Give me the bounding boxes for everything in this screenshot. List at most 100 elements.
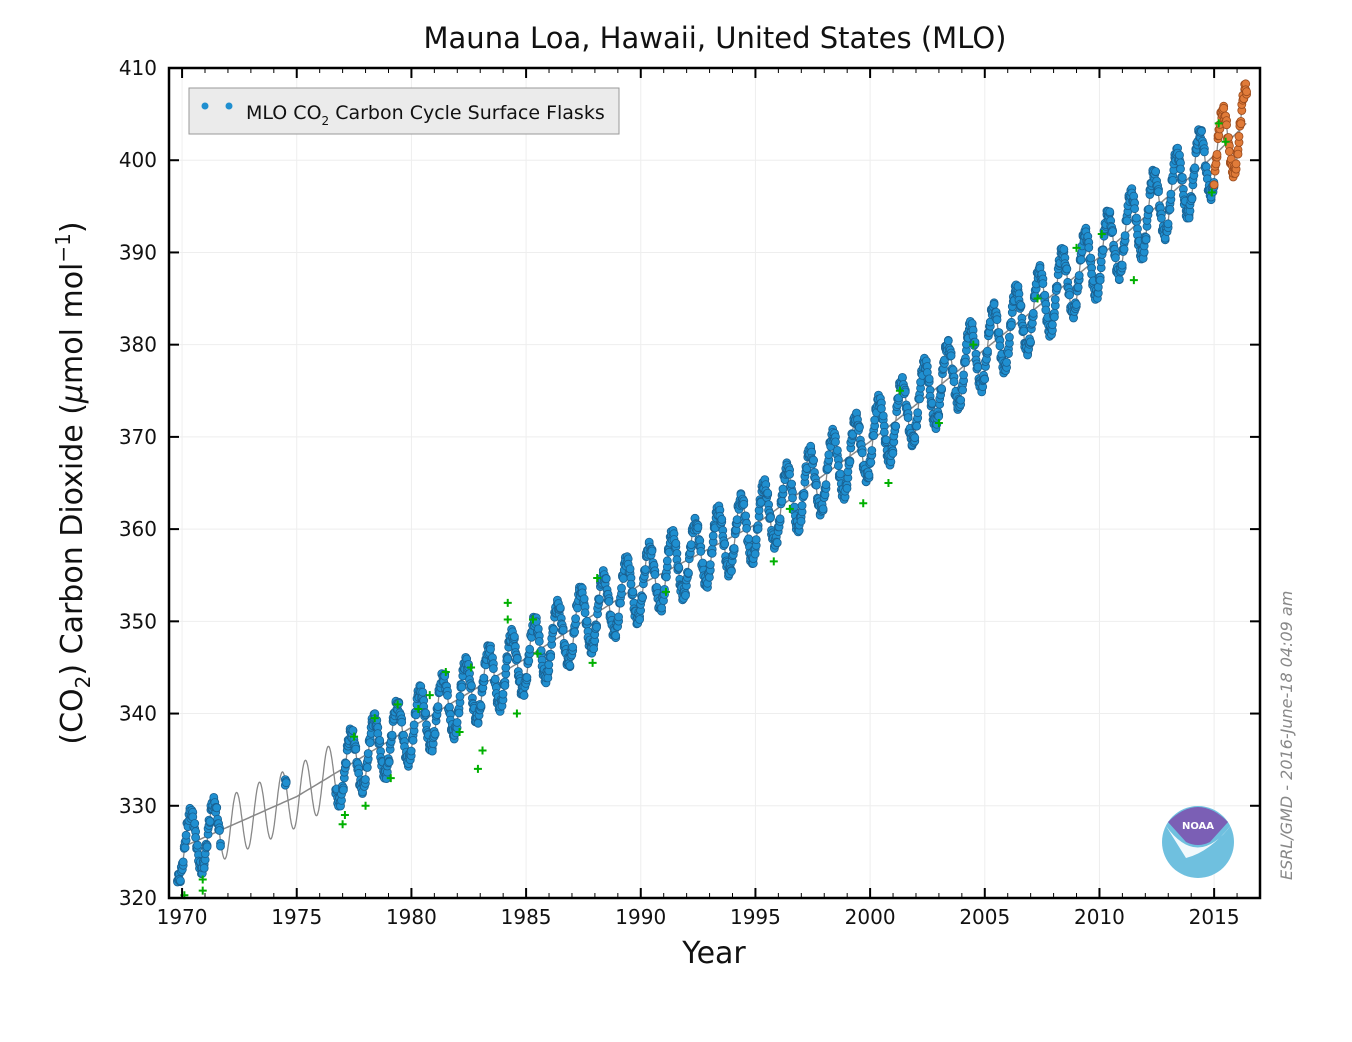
flask-point (589, 644, 599, 654)
outlier-point (859, 499, 868, 508)
x-tick-label: 1995 (730, 905, 781, 929)
flask-point (686, 540, 696, 549)
legend: MLO CO2 Carbon Cycle Surface Flasks (188, 87, 620, 135)
flask-point (1165, 204, 1175, 214)
flask-point-recent (1225, 147, 1234, 156)
outlier-point (1129, 276, 1138, 285)
flask-point (708, 531, 718, 541)
flask-point (1050, 312, 1059, 322)
flask-point (418, 687, 428, 697)
legend-box (188, 87, 620, 135)
flask-point (180, 843, 190, 853)
outlier-point (338, 820, 347, 829)
flask-point (903, 413, 913, 423)
flask-point (775, 514, 785, 524)
flask-point (397, 717, 407, 727)
legend-marker (201, 102, 209, 110)
flask-point (717, 515, 727, 524)
flask-point (671, 539, 681, 548)
flask-point (753, 524, 763, 534)
flask-point (705, 560, 715, 569)
flask-point (592, 622, 601, 632)
outlier-point (467, 663, 476, 672)
flask-point-recent (1242, 87, 1251, 97)
flask-point (281, 778, 291, 788)
outlier-point (414, 704, 423, 713)
flask-point (351, 744, 361, 754)
flask-point (1157, 213, 1166, 223)
flask-point (744, 534, 753, 544)
flask-point (869, 431, 879, 440)
flask-point (490, 674, 500, 684)
flask-point (1197, 126, 1206, 136)
flask-point (384, 757, 394, 767)
noaa-logo-icon: NOAA (1162, 806, 1234, 878)
flask-point (555, 603, 565, 613)
outlier-point (512, 709, 521, 718)
flask-point (1028, 308, 1038, 318)
flask-point (1111, 253, 1120, 263)
outlier-point (393, 700, 402, 709)
flask-point (498, 689, 508, 699)
flask-point (205, 817, 215, 826)
outlier-point (478, 746, 487, 755)
flask-point (1141, 235, 1151, 245)
chart-title: Mauna Loa, Hawaii, United States (MLO) (424, 21, 1007, 55)
flask-point (476, 701, 486, 711)
outlier-point (198, 875, 207, 884)
flask-point (616, 598, 625, 608)
axis-ticks: 1970 1975 1980 1985 1990 1995 2000 2005 2010 2015… (119, 56, 1261, 929)
flask-point (1026, 337, 1035, 347)
outlier-point (1214, 119, 1223, 128)
flask-point (898, 372, 907, 382)
outlier-points (180, 119, 1230, 900)
flask-point (571, 614, 580, 623)
outlier-point (884, 479, 893, 487)
outlier-point (340, 811, 349, 819)
flask-point (512, 654, 522, 663)
flask-point (797, 501, 807, 511)
flask-point (1059, 244, 1069, 254)
x-tick-label: 1990 (615, 905, 666, 929)
flask-point (866, 457, 876, 467)
flask-point (785, 469, 794, 479)
flask-point (833, 445, 842, 455)
flask-point (1105, 207, 1115, 217)
flask-point (799, 491, 809, 500)
flask-point (534, 637, 544, 646)
flask-point-recent (1209, 180, 1219, 190)
flask-point (657, 603, 666, 613)
flask-point (191, 833, 201, 842)
flask-point (1040, 290, 1050, 300)
flask-point (479, 673, 489, 683)
flask-point (558, 625, 568, 635)
flask-point (1019, 326, 1029, 336)
outlier-point (1033, 294, 1042, 303)
flask-point (787, 479, 796, 489)
y-tick-label: 400 (119, 148, 157, 172)
outlier-point (1221, 137, 1230, 146)
flask-point (525, 644, 535, 654)
flask-point (766, 513, 775, 522)
flask-point (387, 730, 397, 740)
x-tick-label: 2010 (1074, 905, 1125, 929)
x-tick-label: 2015 (1189, 905, 1240, 929)
flask-point (202, 842, 212, 852)
legend-label: MLO CO2 Carbon Cycle Surface Flasks (246, 102, 605, 128)
flask-point (831, 437, 840, 447)
flask-point (430, 729, 440, 739)
flask-point (488, 664, 498, 673)
outlier-point (895, 386, 904, 395)
flask-point (579, 594, 589, 604)
flask-point (877, 404, 886, 414)
flask-point (193, 840, 203, 850)
flask-point (212, 803, 222, 813)
flask-point (365, 738, 375, 747)
flask-point (500, 681, 510, 690)
flask-point (406, 746, 416, 756)
flask-point (457, 682, 467, 692)
flask-point (454, 708, 464, 718)
outlier-point (593, 573, 602, 582)
flask-point (834, 461, 843, 471)
flask-point (1002, 357, 1011, 367)
